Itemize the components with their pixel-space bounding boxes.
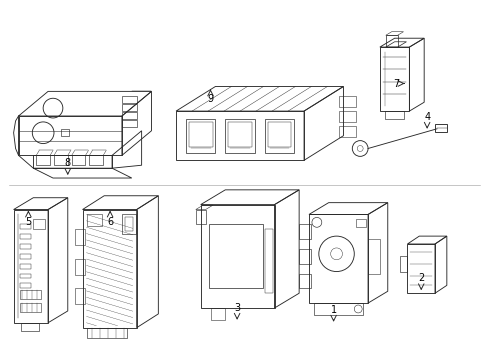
Bar	[75, 288, 84, 304]
Bar	[20, 264, 31, 269]
Bar	[264, 119, 294, 153]
Bar	[20, 290, 41, 299]
Bar	[434, 124, 446, 132]
Bar	[20, 224, 31, 229]
Bar	[122, 112, 137, 119]
Bar	[200, 204, 274, 308]
Text: 1: 1	[330, 305, 336, 315]
Text: 2: 2	[417, 273, 424, 283]
Bar	[122, 104, 137, 111]
Bar	[124, 217, 132, 231]
Bar	[264, 229, 272, 293]
Text: 6: 6	[107, 217, 113, 228]
Bar	[20, 303, 41, 312]
Bar	[75, 259, 84, 275]
Bar	[299, 274, 310, 288]
Bar	[195, 210, 205, 224]
Bar	[20, 254, 31, 259]
Text: 4: 4	[423, 112, 429, 122]
Bar	[122, 120, 137, 127]
Bar	[407, 244, 434, 293]
Bar	[36, 156, 50, 165]
Bar	[299, 224, 310, 239]
Bar	[14, 210, 48, 323]
Bar	[338, 96, 356, 107]
Bar	[385, 35, 397, 47]
Bar	[185, 119, 215, 153]
Bar	[208, 224, 262, 288]
Bar	[20, 234, 31, 239]
Bar	[367, 239, 379, 274]
Text: 8: 8	[64, 158, 71, 168]
Bar	[228, 122, 251, 147]
Bar	[20, 283, 31, 288]
Bar	[61, 129, 69, 136]
Text: 9: 9	[207, 94, 213, 104]
Bar	[267, 122, 291, 147]
Bar	[122, 215, 136, 234]
Bar	[356, 219, 366, 227]
Bar	[122, 96, 137, 103]
Bar	[225, 119, 254, 153]
Bar	[33, 219, 45, 229]
Bar	[308, 215, 367, 303]
Bar	[72, 156, 85, 165]
Bar	[20, 274, 31, 278]
Bar	[299, 249, 310, 264]
Text: 7: 7	[392, 78, 399, 89]
Bar	[188, 122, 212, 147]
Bar	[87, 328, 126, 338]
Bar	[75, 229, 84, 245]
Bar	[89, 156, 103, 165]
Bar	[87, 215, 102, 226]
Text: 3: 3	[234, 303, 240, 313]
Bar	[54, 156, 68, 165]
Bar	[21, 323, 39, 330]
Bar	[338, 126, 356, 137]
Bar	[379, 47, 408, 111]
Bar	[384, 111, 404, 119]
Bar	[82, 210, 137, 328]
Bar	[338, 111, 356, 122]
Text: 5: 5	[25, 217, 31, 228]
Bar	[20, 244, 31, 249]
